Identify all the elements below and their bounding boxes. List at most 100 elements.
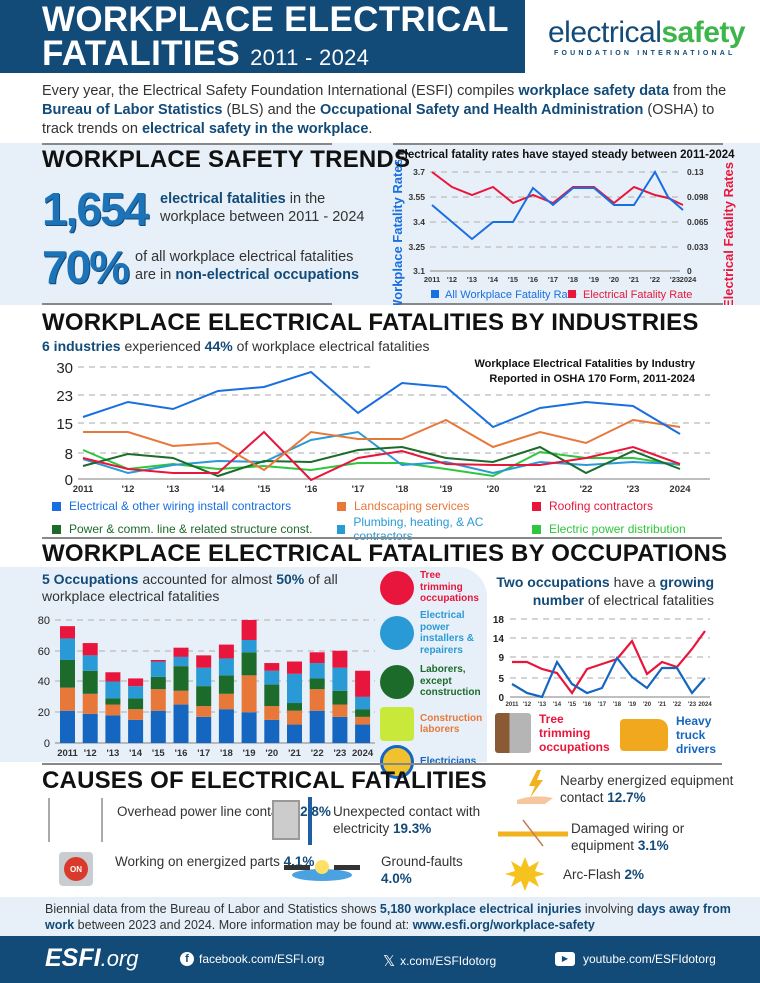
legend-swatch [532, 501, 541, 511]
bar-segment [355, 696, 371, 710]
svg-text:'17: '17 [197, 748, 210, 759]
bar-segment [264, 663, 280, 671]
bar-segment [218, 675, 234, 694]
svg-text:0.065: 0.065 [687, 217, 709, 227]
bar-segment [218, 644, 234, 659]
bar-segment [128, 698, 144, 710]
electrical-panel-icon [272, 800, 300, 840]
right-axis-label: Electrical Fatality Rates [721, 162, 736, 305]
svg-text:'13: '13 [538, 702, 547, 707]
bar-segment [196, 706, 212, 717]
svg-text:3.55: 3.55 [408, 192, 425, 202]
bar-segment [196, 655, 212, 668]
bar-segment [309, 678, 325, 690]
bar-segment [241, 652, 257, 676]
svg-text:'14: '14 [129, 748, 143, 759]
trend-chart-title: Electrical fatality rates have stayed st… [397, 149, 735, 161]
footer-brand[interactable]: ESFI .org [45, 944, 139, 972]
section-title-trends: WORKPLACE SAFETY TRENDS [42, 146, 411, 173]
bar-segment [196, 686, 212, 707]
bar-segment [150, 710, 166, 743]
svg-text:60: 60 [38, 646, 50, 658]
stat-percent-number: 70% [42, 241, 130, 293]
safety-vest-icon [380, 707, 414, 741]
divider [42, 537, 722, 539]
legend-item: Electrical & other wiring install contra… [52, 499, 337, 513]
svg-text:'14: '14 [553, 702, 562, 707]
svg-text:'20: '20 [487, 484, 500, 495]
bar-segment [309, 663, 325, 679]
svg-text:'15: '15 [508, 275, 518, 284]
workplace-safety-link[interactable]: www.esfi.org/workplace-safety [412, 918, 595, 932]
bar-segment [355, 670, 371, 697]
bar-segment [173, 666, 189, 691]
bar-segment [82, 713, 98, 743]
bar-segment [264, 706, 280, 720]
svg-text:20: 20 [38, 707, 50, 719]
svg-text:'12: '12 [523, 702, 532, 707]
bar-segment [355, 724, 371, 743]
bar-segment [105, 681, 121, 699]
svg-text:0.13: 0.13 [687, 167, 704, 177]
bar-segment [241, 639, 257, 653]
svg-text:'22: '22 [673, 702, 682, 707]
industry-chart-title: Workplace Electrical Fatalities by Indus… [474, 358, 696, 385]
stat-fatalities-number: 1,654 [42, 183, 149, 235]
bar-segment [173, 704, 189, 743]
bar-segment [241, 675, 257, 713]
svg-text:2011: 2011 [505, 702, 519, 707]
svg-text:'17: '17 [548, 275, 558, 284]
svg-text:'23: '23 [627, 484, 640, 495]
svg-text:'14: '14 [488, 275, 499, 284]
x-icon: 𝕏 [383, 953, 396, 970]
page-title: WORKPLACE ELECTRICAL FATALITIES 2011 - 20… [42, 0, 509, 73]
svg-text:'12: '12 [447, 275, 457, 284]
svg-text:5: 5 [498, 674, 504, 685]
svg-text:'21: '21 [288, 748, 302, 759]
bar-segment [287, 703, 302, 711]
svg-text:'18: '18 [613, 702, 622, 707]
youtube-link[interactable]: ▶ youtube.com/ESFIdotorg [555, 952, 716, 966]
occupations-legend: Tree trimming occupations Electrical pow… [380, 568, 485, 780]
svg-text:2011: 2011 [57, 748, 78, 759]
bar-segment [82, 693, 98, 714]
divider [393, 143, 723, 145]
stat-percent-text: of all workplace electrical fatalities ar… [135, 249, 360, 283]
bar-segment [264, 670, 280, 685]
occ-legend-item: Tree trimming occupations [380, 568, 485, 607]
bar-segment [105, 704, 121, 716]
bar-segment [105, 715, 121, 743]
svg-text:'20: '20 [609, 275, 619, 284]
facebook-link[interactable]: f facebook.com/ESFI.org [180, 952, 324, 966]
svg-text:0: 0 [687, 266, 692, 276]
svg-text:3.4: 3.4 [413, 217, 425, 227]
bar-segment [218, 693, 234, 710]
bar-segment [150, 661, 166, 677]
svg-text:'22: '22 [650, 275, 660, 284]
svg-text:40: 40 [38, 676, 50, 688]
svg-text:0.033: 0.033 [687, 242, 709, 252]
ground-fault-icon [282, 855, 362, 883]
bar-segment [332, 650, 348, 668]
svg-text:0: 0 [44, 738, 50, 750]
bar-segment [105, 672, 121, 682]
on-button-icon: ON [59, 852, 93, 886]
hand-lightning-icon [515, 770, 555, 808]
bar-segment [355, 709, 371, 717]
truck-drivers-label: Heavy truck drivers [620, 714, 726, 756]
bar-segment [309, 689, 325, 711]
bar-segment [173, 690, 189, 705]
occupations-subtitle: 5 Occupations accounted for almost 50% o… [42, 571, 338, 604]
legend-item: Roofing contractors [532, 499, 732, 513]
bar-segment [150, 676, 166, 690]
left-axis-label: Workplace Fatality Rates [390, 160, 405, 305]
bar-segment [332, 704, 348, 717]
bar-segment [287, 661, 302, 674]
bar-segment [150, 659, 166, 662]
divider [42, 763, 722, 765]
svg-text:9: 9 [498, 653, 504, 664]
svg-text:15: 15 [56, 416, 73, 433]
bar-segment [128, 686, 144, 699]
